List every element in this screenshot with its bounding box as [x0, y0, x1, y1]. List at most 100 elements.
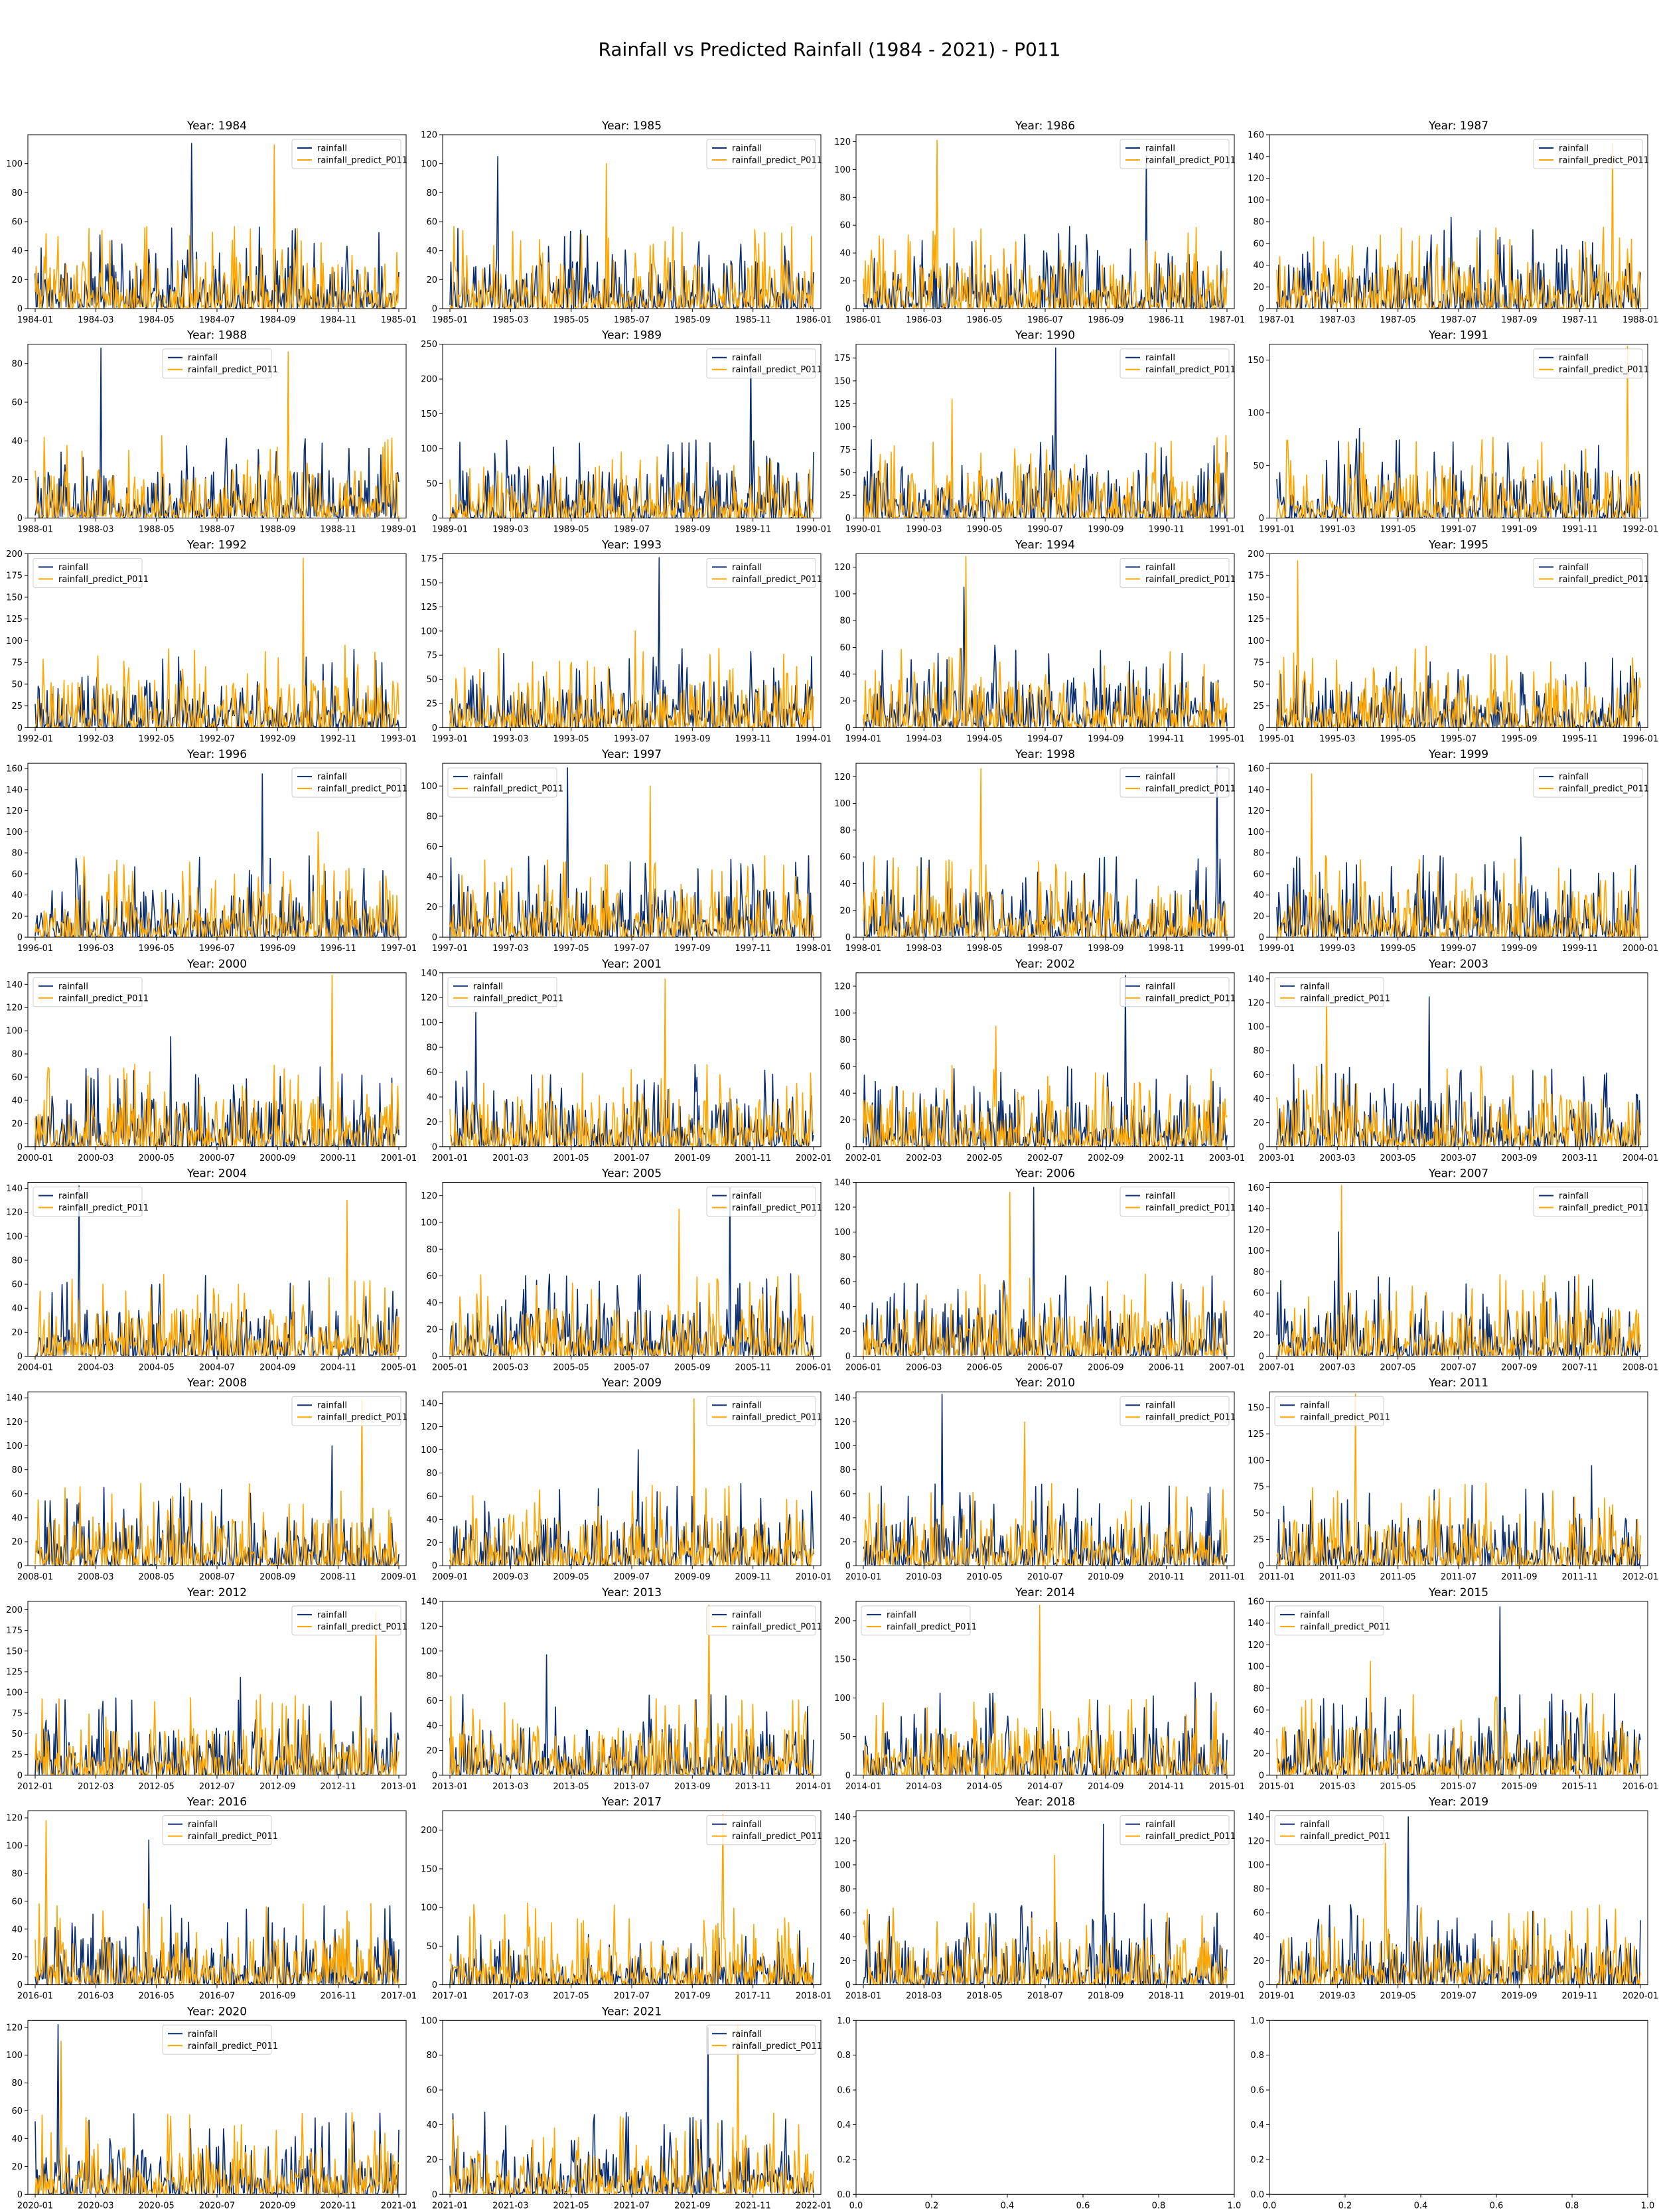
x-tick-label: 2016-11	[321, 1992, 356, 2002]
x-tick-label: 2013-03	[492, 1782, 528, 1792]
x-tick-label: 2009-07	[614, 1572, 650, 1582]
y-tick-label: 60	[839, 1062, 851, 1072]
y-tick-label: 60	[1253, 1909, 1264, 1919]
legend-label: rainfall	[732, 2029, 762, 2039]
y-tick-label: 120	[6, 2023, 23, 2033]
x-tick-label: 1997-11	[735, 944, 771, 954]
x-tick-label: 1985-11	[735, 315, 771, 325]
subplot-panel: Year: 2006 0 20 40 60 80 100 120 140 2006-01 2006-…	[834, 1167, 1245, 1373]
x-tick-label: 2010-09	[1088, 1572, 1123, 1582]
legend: rainfall rainfall_predict_P011	[1274, 1605, 1390, 1636]
legend-label: rainfall_predict_P011	[1559, 156, 1649, 166]
y-tick-label: 40	[426, 872, 437, 882]
legend: rainfall rainfall_predict_P011	[1533, 557, 1649, 588]
x-tick-label: 1994-03	[906, 734, 942, 744]
x-tick-label: 2006-07	[1027, 1363, 1063, 1373]
x-tick-label: 1986-11	[1149, 315, 1185, 325]
y-tick-label: 0	[17, 1352, 23, 1362]
x-tick-label: 1994-09	[1088, 734, 1123, 744]
y-tick-label: 40	[426, 246, 437, 256]
x-tick-label: 2003-01	[1209, 1153, 1245, 1163]
y-tick-label: 20	[426, 1746, 437, 1756]
y-tick-label: 80	[426, 2051, 437, 2061]
x-tick-label: 2017-01	[381, 1992, 417, 2002]
x-tick-label: 1996-03	[78, 944, 113, 954]
subplot-title: Year: 2009	[601, 1376, 662, 1390]
y-tick-label: 0	[17, 514, 23, 524]
x-tick-label: 2018-05	[967, 1992, 1003, 2002]
x-tick-label: 2014-07	[1027, 1782, 1063, 1792]
legend-frame	[1119, 139, 1230, 169]
y-tick-label: 25	[11, 701, 23, 711]
axes-frame	[855, 344, 1235, 519]
x-tick-label: 2021-03	[492, 2201, 528, 2211]
y-tick-label: 150	[1248, 1404, 1264, 1414]
y-tick-label: 140	[6, 1394, 23, 1404]
y-tick-label: 80	[426, 1469, 437, 1479]
y-tick-label: 175	[421, 554, 437, 564]
x-tick-label: 1.0	[1228, 2201, 1242, 2211]
y-tick-label: 0	[1259, 514, 1264, 524]
series-rainfall-predict-line	[1276, 1393, 1641, 1566]
x-tick-label: 1990-09	[1088, 525, 1123, 535]
x-tick-label: 2014-05	[967, 1782, 1003, 1792]
plot-area	[863, 975, 1228, 1147]
plot-area	[1276, 1393, 1641, 1566]
y-tick-label: 0	[845, 514, 851, 524]
series-rainfall-line	[35, 773, 399, 938]
legend-label: rainfall_predict_P011	[1145, 1203, 1236, 1213]
subplot-title: Year: 1998	[1015, 748, 1075, 761]
x-tick-label: 2004-11	[321, 1363, 356, 1373]
y-tick-label: 50	[839, 468, 851, 478]
legend-label: rainfall	[1145, 1820, 1175, 1830]
y-tick-label: 120	[421, 131, 437, 141]
x-tick-label: 2000-09	[259, 1153, 295, 1163]
subplot-title: Year: 2003	[1428, 958, 1488, 971]
subplot-title: Year: 1991	[1428, 329, 1488, 342]
legend-label: rainfall	[188, 353, 218, 363]
y-tick-label: 80	[426, 188, 437, 198]
legend-label: rainfall_predict_P011	[732, 1832, 822, 1842]
legend-frame	[1119, 1396, 1230, 1426]
legend-label: rainfall	[732, 144, 762, 154]
x-tick-label: 1991-09	[1501, 525, 1537, 535]
series-rainfall-predict-line	[35, 144, 399, 309]
x-tick-label: 2010-01	[796, 1572, 831, 1582]
x-tick-label: 2001-01	[381, 1153, 417, 1163]
x-tick-label: 2011-09	[1501, 1572, 1537, 1582]
legend-label: rainfall	[188, 2029, 218, 2039]
subplot-title: Year: 2008	[186, 1376, 247, 1390]
axes-frame	[442, 134, 822, 309]
series-rainfall-predict-line	[1276, 982, 1641, 1147]
y-tick-label: 40	[839, 1302, 851, 1312]
y-tick-label: 20	[1253, 1331, 1264, 1341]
subplot-title: Year: 2014	[1015, 1586, 1075, 1599]
axes-frame	[442, 1601, 822, 1776]
x-tick-label: 0.4	[1001, 2201, 1015, 2211]
y-tick-label: 175	[1248, 571, 1264, 581]
x-tick-label: 1998-09	[1088, 944, 1123, 954]
legend: rainfall rainfall_predict_P011	[1119, 139, 1236, 169]
axes-frame	[1269, 134, 1648, 309]
legend: rainfall rainfall_predict_P011	[1533, 139, 1649, 169]
y-tick-label: 140	[834, 1178, 851, 1188]
x-tick-label: 1992-01	[17, 734, 53, 744]
y-tick-label: 80	[11, 849, 23, 859]
x-tick-label: 1999-09	[1501, 944, 1537, 954]
legend-label: rainfall_predict_P011	[1145, 1832, 1236, 1842]
series-rainfall-predict-line	[449, 1209, 814, 1357]
y-tick-label: 125	[1248, 615, 1264, 625]
y-tick-label: 75	[11, 658, 23, 668]
series-rainfall-predict-line	[35, 1820, 399, 1985]
subplot-title: Year: 2015	[1428, 1586, 1488, 1599]
x-tick-label: 1990-01	[845, 525, 881, 535]
x-tick-label: 1991-03	[1319, 525, 1355, 535]
legend-label: rainfall	[1145, 144, 1175, 154]
subplot-panel: Year: 1995 0 25 50 75 100 125 150 175 200 1995-01 1…	[1248, 538, 1658, 744]
plot-area	[1276, 143, 1641, 309]
y-tick-label: 60	[1253, 1070, 1264, 1080]
x-tick-label: 2013-01	[381, 1782, 417, 1792]
series-rainfall-predict-line	[863, 768, 1228, 938]
x-tick-label: 2009-05	[553, 1572, 589, 1582]
